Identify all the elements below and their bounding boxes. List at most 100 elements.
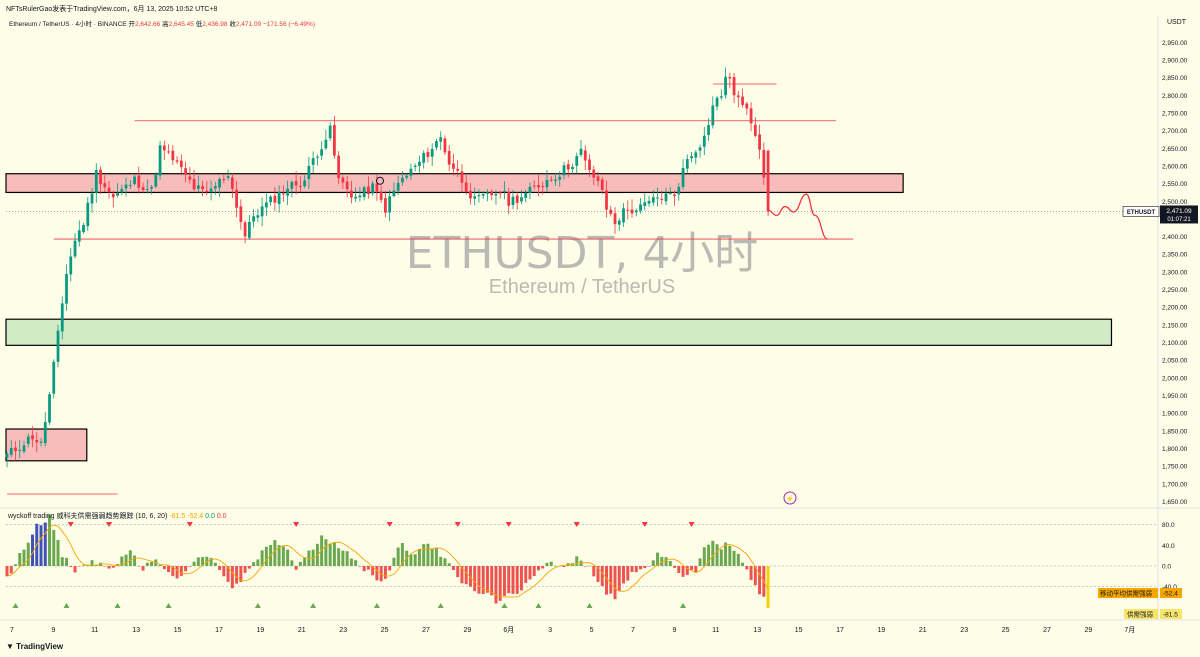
candle (388, 196, 392, 213)
candle (469, 190, 472, 199)
candle (239, 206, 243, 222)
sd-tag-label: 供需强弱 (1127, 610, 1153, 619)
oscillator-bar (664, 557, 668, 566)
candle (362, 187, 366, 198)
oscillator-bar (643, 566, 647, 569)
projection-curve (767, 193, 828, 240)
candle (430, 148, 434, 157)
oscillator-bar (43, 522, 47, 566)
time-tick-label: 17 (215, 627, 223, 634)
oscillator-bar (294, 566, 298, 570)
candle (707, 125, 710, 136)
candle (741, 96, 744, 105)
oscillator-bar (673, 566, 677, 568)
oscillator-bar (247, 566, 251, 569)
oscillator-bar (337, 548, 341, 566)
oscillator-bar (681, 566, 685, 577)
candle (745, 103, 749, 109)
oscillator-bar (133, 555, 137, 566)
symbol-name[interactable]: Ethereum / TetherUS · 4小时 · BINANCE (9, 21, 127, 28)
down-marker (688, 522, 695, 527)
candle (630, 209, 634, 214)
oscillator-bar (630, 566, 634, 572)
oscillator-bar (634, 566, 638, 573)
candle (566, 164, 570, 170)
oscillator-bar (192, 561, 196, 566)
down-marker (386, 522, 393, 527)
candle (307, 165, 311, 180)
oscillator-bar (507, 566, 511, 594)
up-marker (254, 603, 261, 608)
indicator-title[interactable]: wyckoff trading 威科夫供需强弱趋势跟踪 (10, 6, 20) (8, 513, 168, 520)
candle (575, 156, 579, 166)
candle (294, 181, 298, 186)
oscillator-bar (413, 554, 417, 566)
high-value: 2,645.45 (168, 21, 194, 28)
candle (103, 183, 107, 188)
currency-label[interactable]: USDT (1166, 19, 1186, 26)
oscillator-bar (82, 565, 86, 566)
candle (316, 156, 319, 158)
time-tick-label: 29 (464, 627, 472, 634)
candle (341, 177, 345, 183)
support-zone (5, 318, 1113, 346)
tradingview-logo[interactable]: ▼ TradingView (6, 642, 63, 651)
indicator-legend[interactable]: wyckoff trading 威科夫供需强弱趋势跟踪 (10, 6, 20) … (8, 511, 227, 521)
oscillator-bar (320, 535, 324, 566)
oscillator-bar (281, 546, 285, 566)
candle (579, 148, 583, 155)
circle-marker (376, 176, 384, 185)
oscillator-bar (651, 560, 655, 566)
candle (158, 145, 162, 176)
oscillator-bar (519, 566, 523, 591)
candle (226, 176, 230, 178)
oscillator-bar (162, 566, 166, 570)
candle (545, 179, 549, 188)
price-tick-label: 1,900.00 (1162, 411, 1188, 418)
oscillator-bar (290, 560, 294, 566)
time-tick-label: 7月 (1124, 626, 1135, 634)
time-tick-label: 17 (836, 627, 844, 634)
oscillator-bar (447, 563, 451, 566)
candle (613, 213, 617, 225)
lightning-icon (783, 491, 797, 505)
candle (320, 149, 324, 156)
candle (26, 436, 30, 444)
candle (401, 177, 404, 183)
time-tick-label: 11 (712, 627, 719, 634)
candle (264, 202, 268, 208)
oscillator-bar (511, 566, 515, 594)
oscillator-bar (766, 566, 770, 609)
candle (290, 181, 294, 189)
candle (324, 139, 328, 149)
candle (677, 186, 681, 195)
price-tick-label: 2,950.00 (1162, 40, 1188, 47)
oscillator-bar (188, 566, 192, 567)
time-tick-label: 21 (298, 627, 306, 634)
oscillator-bar (498, 566, 502, 601)
candle (154, 173, 158, 187)
candle (732, 77, 736, 96)
candle (562, 165, 566, 176)
candle (150, 186, 153, 189)
candle (392, 190, 396, 196)
time-tick-label: 3 (548, 627, 552, 634)
candle (260, 206, 264, 217)
oscillator-bar (18, 553, 22, 566)
oscillator-bar (213, 562, 217, 566)
oscillator-bar (422, 544, 426, 566)
candle (396, 182, 400, 191)
candle (596, 176, 600, 182)
low-value: 2,436.98 (202, 21, 228, 28)
candle (73, 240, 77, 257)
lightning-glyph: ⚡ (786, 494, 795, 503)
candle (524, 192, 528, 198)
time-tick-label: 6月 (503, 626, 514, 634)
oscillator-tick-label: -40.0 (1162, 584, 1177, 591)
oscillator-bar (588, 565, 591, 567)
candle (673, 194, 676, 196)
symbol-info[interactable]: Ethereum / TetherUS · 4小时 · BINANCE 开2,6… (9, 18, 315, 28)
oscillator-bar (490, 566, 494, 596)
